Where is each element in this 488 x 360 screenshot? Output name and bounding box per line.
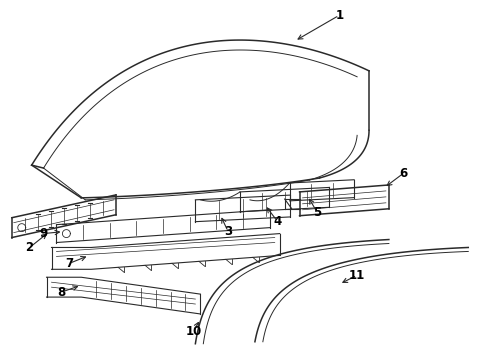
- Text: 5: 5: [313, 206, 321, 219]
- Text: 8: 8: [57, 285, 65, 299]
- Text: 1: 1: [334, 9, 343, 22]
- Text: 7: 7: [65, 257, 73, 270]
- Text: 10: 10: [185, 325, 201, 338]
- Text: 4: 4: [273, 215, 281, 228]
- Text: 2: 2: [25, 241, 34, 254]
- Text: 11: 11: [348, 269, 365, 282]
- Text: 6: 6: [399, 167, 407, 180]
- Text: 9: 9: [40, 227, 48, 240]
- Text: 3: 3: [224, 225, 232, 238]
